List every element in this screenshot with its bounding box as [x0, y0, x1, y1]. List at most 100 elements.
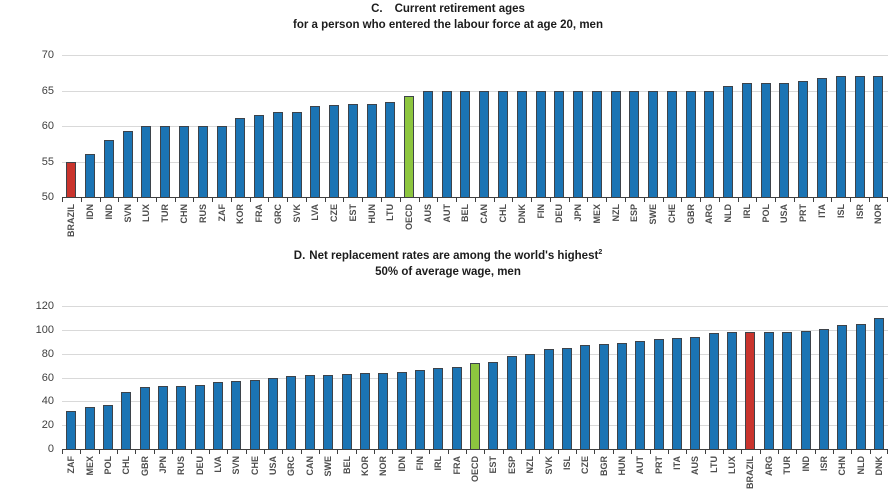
- chart-c-x-tick: [99, 198, 101, 202]
- chart-c-x-label-esp: ESP: [629, 204, 640, 223]
- chart-d-bar-gbr: [139, 387, 150, 449]
- chart-d-bar-can: [304, 375, 315, 449]
- chart-c-bar-isr: [854, 76, 865, 197]
- chart-c-bar-ita: [817, 78, 827, 197]
- chart-c-x-tick: [362, 198, 364, 202]
- chart-d-y-tick-label-20: 20: [41, 419, 54, 432]
- chart-d-slot-esp: ESP: [502, 306, 521, 474]
- chart-c-x-tick: [249, 198, 251, 202]
- chart-d-x-label-isr: ISR: [818, 456, 829, 472]
- chart-d-slot-arg: ARG: [759, 306, 778, 476]
- chart-c-bar-brazil: [66, 161, 77, 197]
- chart-d-x-label-esp: ESP: [506, 456, 517, 475]
- chart-c-x-tick: [324, 198, 326, 202]
- panel-c-title: C. Current retirement ages: [0, 1, 896, 17]
- chart-c-x-label-swe: SWE: [648, 204, 659, 225]
- chart-d-bar-fin: [415, 370, 425, 449]
- chart-d-slot-pol: POL: [98, 306, 117, 475]
- chart-c-bar-rus: [197, 126, 208, 197]
- chart-c-x-tick: [606, 198, 608, 202]
- chart-c-x-label-rus: RUS: [197, 204, 208, 224]
- chart-d-bar-pol: [102, 404, 113, 449]
- chart-d-bar-usa: [268, 377, 279, 449]
- chart-c-x-label-lva: LVA: [310, 204, 321, 221]
- chart-d-x-label-dnk: DNK: [873, 456, 884, 476]
- chart-d-bar-grc: [286, 376, 297, 449]
- chart-c-bar-bel: [460, 90, 471, 197]
- chart-d-slot-aut: AUT: [631, 306, 649, 475]
- chart-d-x-label-cze: CZE: [580, 456, 591, 474]
- chart-d-slot-usa: USA: [263, 306, 282, 475]
- chart-d-x-tick: [263, 450, 265, 454]
- chart-c-x-tick: [850, 198, 852, 202]
- chart-d-x-tick: [502, 450, 504, 454]
- chart-d-slot-zaf: ZAF: [62, 306, 80, 474]
- chart-c-slot-chl: CHL: [493, 55, 513, 223]
- chart-c-x-label-zaf: ZAF: [216, 204, 227, 222]
- chart-c-x-label-che: CHE: [666, 204, 677, 224]
- chart-c-slot-nld: NLD: [718, 55, 738, 223]
- chart-d-bar-rus: [176, 385, 187, 449]
- chart-d-y-tick-label-40: 40: [41, 395, 54, 408]
- chart-c-bar-aus: [422, 90, 433, 197]
- chart-c-plot-area: BRAZIL IDN IND SVN LUX TUR CHN RUS ZAF KOR FRA GRC S…: [62, 55, 888, 237]
- chart-c-bar-mex: [591, 90, 602, 197]
- chart-d-x-label-gbr: GBR: [139, 456, 150, 476]
- chart-c-slot-jpn: JPN: [568, 55, 588, 222]
- chart-c-x-label-chl: CHL: [497, 204, 508, 223]
- chart-d-x-tick: [319, 450, 321, 454]
- panel-d-title-block: D. Net replacement rates are among the wo…: [0, 248, 896, 280]
- chart-c-x-label-isr: ISR: [854, 204, 865, 220]
- chart-d-slot-lva: LVA: [208, 306, 227, 473]
- chart-c-x-tick: [662, 198, 664, 202]
- chart-d-slot-fin: FIN: [410, 306, 429, 471]
- chart-d-slot-can: CAN: [300, 306, 319, 476]
- chart-d-x-label-est: EST: [488, 456, 499, 474]
- chart-d-x-tick: [704, 450, 706, 454]
- chart-d-x-tick: [778, 450, 780, 454]
- chart-c-bar-hun: [366, 104, 377, 197]
- chart-d-slot-nld: NLD: [851, 306, 869, 475]
- chart-c-x-tick: [474, 198, 476, 202]
- chart-c-x-tick: [230, 198, 232, 202]
- chart-c-x-tick: [775, 198, 777, 202]
- chart-c-slot-nzl: NZL: [606, 55, 625, 222]
- chart-c-x-label-bel: BEL: [460, 204, 471, 222]
- chart-d-slot-aus: AUS: [686, 306, 704, 475]
- chart-d-x-label-fra: FRA: [451, 456, 462, 475]
- chart-c-gridline-70: [62, 55, 888, 56]
- chart-c-slot-grc: GRC: [268, 55, 287, 224]
- chart-d-x-label-bgr: BGR: [598, 456, 609, 476]
- chart-c-x-label-chn: CHN: [178, 204, 189, 224]
- chart-d-bar-esp: [506, 356, 517, 449]
- chart-d-bar-nzl: [525, 353, 536, 449]
- chart-c-x-tick: [831, 198, 833, 202]
- chart-c-x-tick: [456, 198, 458, 202]
- chart-c-x-tick: [643, 198, 645, 202]
- chart-d-x-tick: [465, 450, 467, 454]
- chart-c-bar-cze: [329, 104, 340, 197]
- chart-d-x-label-chn: CHN: [837, 456, 848, 476]
- chart-d-slot-ltu: LTU: [704, 306, 723, 473]
- chart-d-slot-idn: IDN: [392, 306, 410, 472]
- chart-c-bar-jpn: [573, 90, 584, 197]
- chart-c-bar-dnk: [516, 90, 527, 197]
- chart-c-x-label-ita: ITA: [817, 204, 827, 218]
- chart-d-x-tick: [594, 450, 596, 454]
- chart-d-x-tick: [833, 450, 835, 454]
- panel-d-letter: D.: [293, 250, 306, 262]
- chart-c-x-tick: [549, 198, 551, 202]
- chart-c-x-tick: [381, 198, 383, 202]
- chart-c-x-label-dnk: DNK: [516, 204, 527, 224]
- panel-d-title: D. Net replacement rates are among the wo…: [0, 248, 896, 264]
- chart-c-slot-prt: PRT: [793, 55, 813, 222]
- chart-c-slot-arg: ARG: [700, 55, 719, 224]
- chart-d-x-tick: [741, 450, 743, 454]
- chart-c-x-tick: [437, 198, 439, 202]
- chart-d-bar-ind: [800, 331, 811, 449]
- chart-c-x-tick: [756, 198, 758, 202]
- chart-c-bar-deu: [554, 90, 565, 197]
- chart-d-x-label-lva: LVA: [213, 456, 224, 473]
- chart-c-x-label-nld: NLD: [723, 204, 734, 223]
- chart-d-x-tick: [631, 450, 633, 454]
